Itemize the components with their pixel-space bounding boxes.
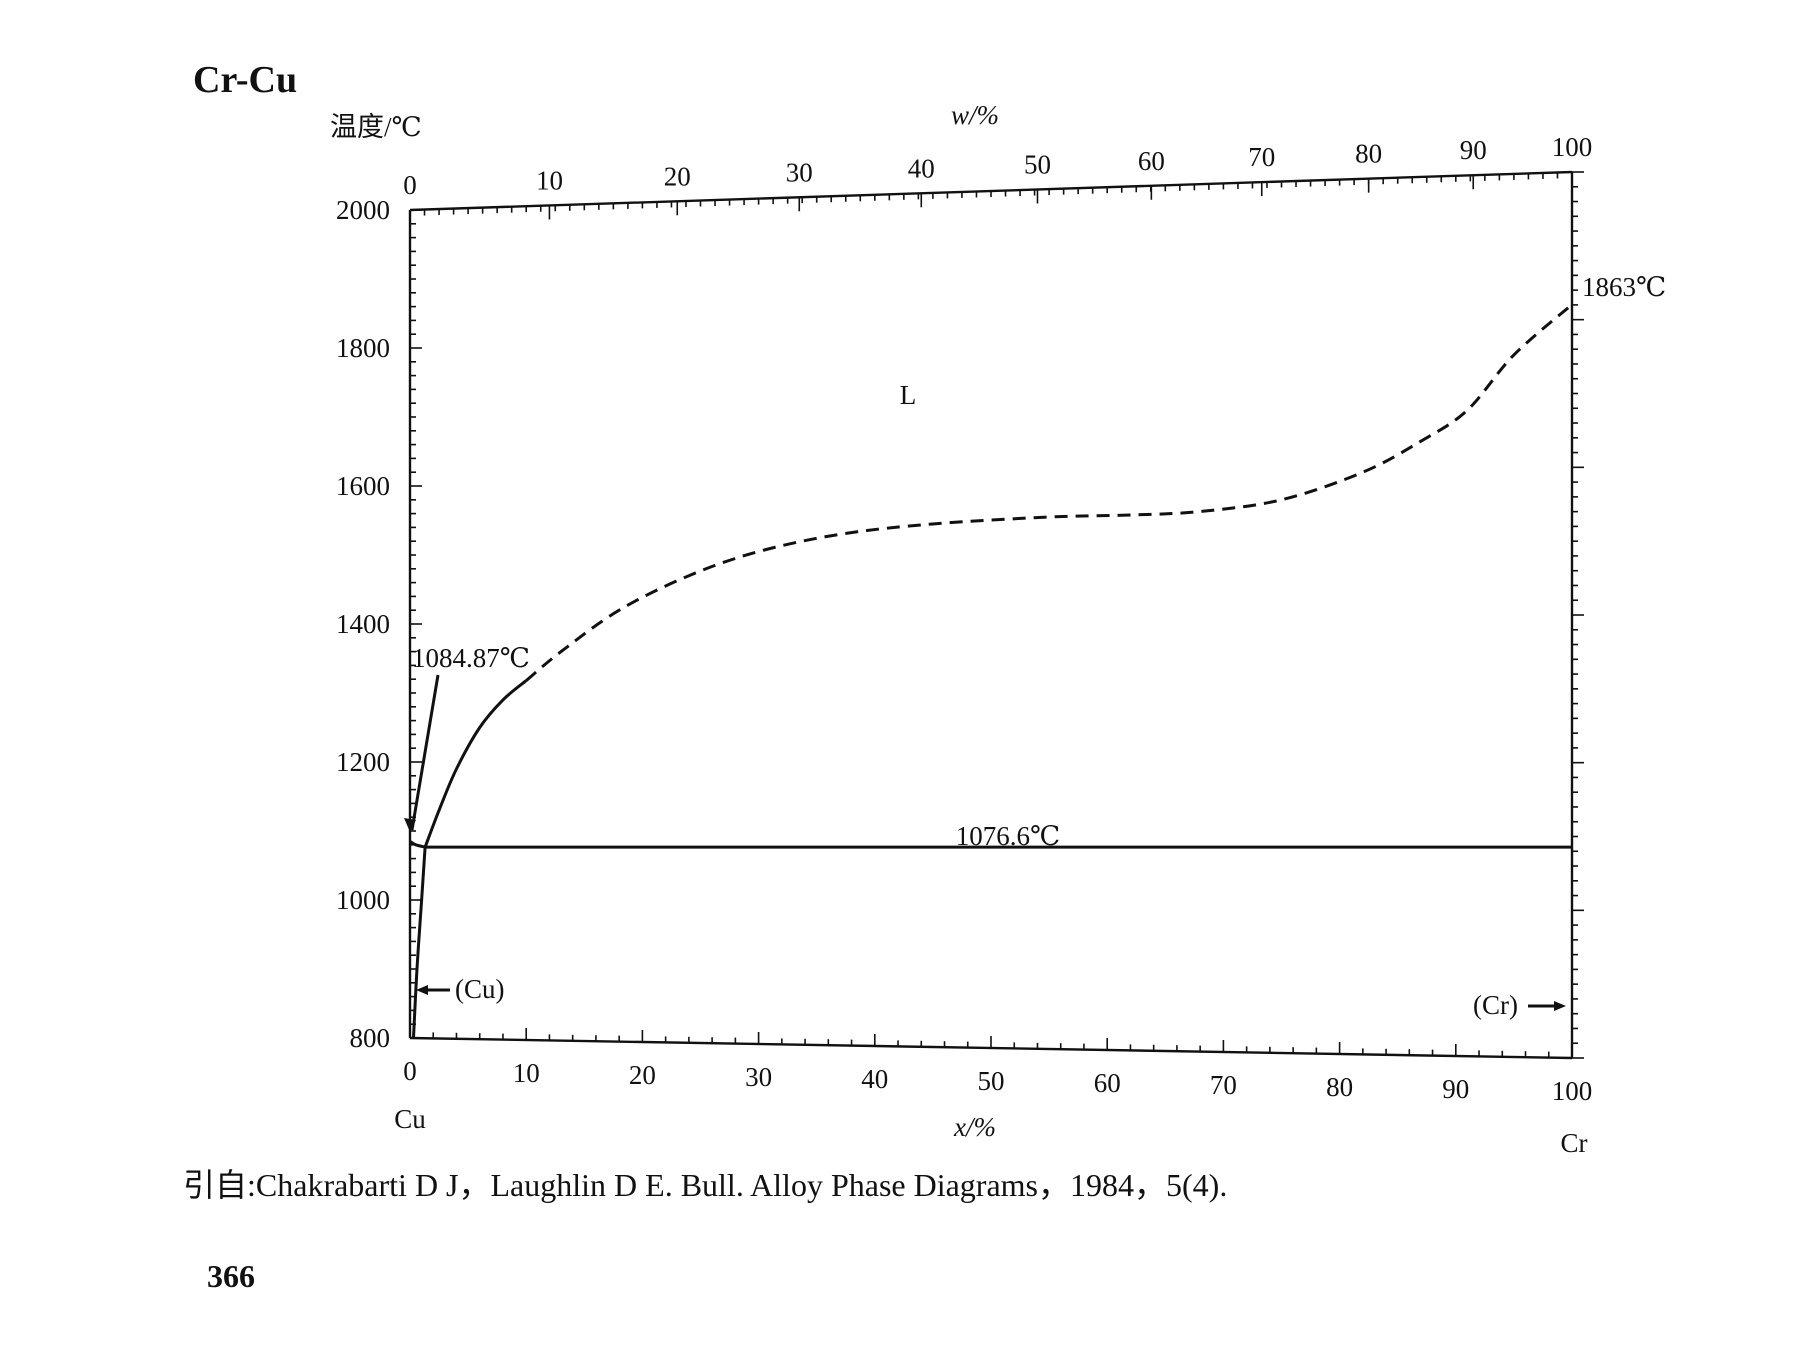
x-tick-label: 90	[1442, 1074, 1469, 1104]
page-number: 366	[207, 1258, 255, 1294]
liquid-phase-label: L	[900, 380, 917, 410]
top-tick-label: 80	[1355, 139, 1382, 169]
cr-phase-label: (Cr)	[1473, 990, 1518, 1020]
y-tick-label: 1000	[336, 885, 390, 915]
x-tick-label: 40	[861, 1064, 888, 1094]
cr-phase-arrowhead	[1554, 1001, 1566, 1011]
phase-boundary-line	[411, 847, 427, 1039]
y-axis-label: 温度/℃	[330, 112, 422, 142]
top-tick-label: 10	[536, 165, 563, 195]
y-tick-label: 1600	[336, 471, 390, 501]
y-tick-labels: 800 1000 1200 1400 1600 1800 2000	[336, 195, 390, 1053]
y-tick-label: 1200	[336, 747, 390, 777]
x-tick-label: 80	[1326, 1072, 1353, 1102]
x-tick-label: 10	[513, 1058, 540, 1088]
cu-melting-leader	[410, 674, 440, 831]
top-tick-label: 20	[664, 161, 691, 191]
left-element-label: Cu	[394, 1104, 426, 1134]
phase-boundary-line	[423, 679, 528, 848]
top-tick-label: 40	[908, 153, 935, 183]
y-tick-label: 1400	[336, 609, 390, 639]
top-tick-label: 70	[1248, 142, 1275, 172]
cu-melting-label: 1084.87℃	[412, 643, 530, 673]
diagram-title: Cr-Cu	[193, 59, 297, 101]
top-tick-label: 90	[1460, 135, 1487, 165]
y-tick-label: 2000	[336, 195, 390, 225]
cu-phase-label: (Cu)	[455, 974, 505, 1004]
top-tick-label: 50	[1024, 149, 1051, 179]
right-element-label: Cr	[1561, 1128, 1588, 1158]
y-tick-label: 800	[350, 1023, 391, 1053]
top-tick-labels: 0 10 20 30 40 50 60 70 80 90 100	[403, 132, 1592, 200]
x-tick-label: 20	[629, 1060, 656, 1090]
cu-melting-arrowhead	[404, 818, 416, 832]
phase-boundaries	[409, 303, 1573, 1039]
x-tick-label: 30	[745, 1062, 772, 1092]
top-tick-label: 30	[786, 157, 813, 187]
citation: 引自:Chakrabarti D J，Laughlin D E. Bull. A…	[183, 1167, 1227, 1203]
eutectic-label: 1076.6℃	[956, 821, 1060, 851]
top-axis-label: w/%	[951, 100, 999, 130]
bottom-axis-label: x/%	[953, 1112, 996, 1142]
x-tick-labels: 0 10 20 30 40 50 60 70 80 90 100	[403, 1056, 1592, 1106]
axis-ticks	[409, 171, 1584, 1059]
y-tick-label: 1800	[336, 333, 390, 363]
x-tick-label: 50	[978, 1066, 1005, 1096]
phase-boundary-line	[409, 840, 426, 849]
x-tick-label: 60	[1094, 1068, 1121, 1098]
liquidus-dashed-curve	[525, 303, 1573, 682]
x-tick-label: 0	[403, 1056, 417, 1086]
x-tick-label: 100	[1552, 1076, 1593, 1106]
cr-melting-label: 1863℃	[1582, 272, 1666, 302]
top-tick-label: 100	[1552, 132, 1593, 162]
top-tick-label: 60	[1138, 146, 1165, 176]
x-tick-label: 70	[1210, 1070, 1237, 1100]
top-tick-label: 0	[403, 170, 417, 200]
cu-phase-arrowhead	[416, 985, 428, 995]
